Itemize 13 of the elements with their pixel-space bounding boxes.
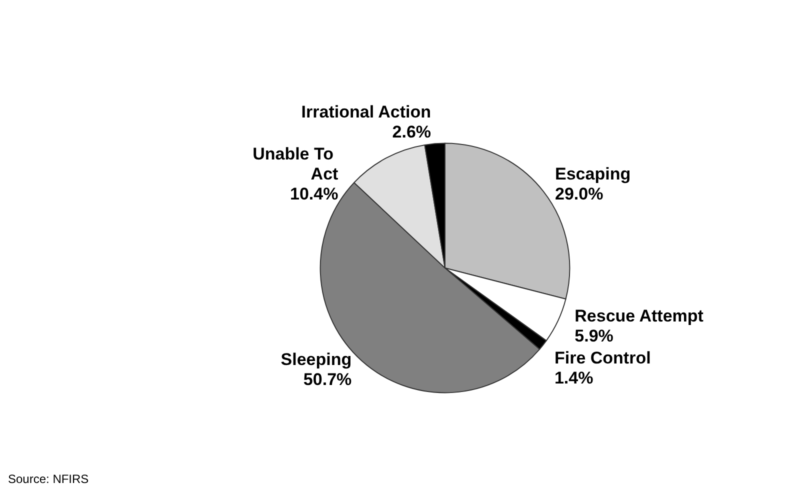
data-label: 5.9% — [574, 326, 614, 346]
data-label: 2.6% — [392, 122, 432, 142]
data-label: 50.7% — [303, 370, 352, 390]
source-note: Source: NFIRS — [8, 472, 89, 486]
data-label: 10.4% — [290, 184, 338, 204]
slice-label: Unable To Act — [252, 144, 339, 184]
data-label: 29.0% — [555, 184, 604, 204]
slice-label: Irrational Action — [301, 102, 432, 122]
slice-label: Sleeping — [280, 350, 352, 370]
data-label: 1.4% — [554, 368, 594, 388]
slice-label: Rescue Attempt — [574, 306, 704, 326]
slice-label: Fire Control — [554, 348, 651, 368]
slice-label: Escaping — [555, 164, 631, 184]
